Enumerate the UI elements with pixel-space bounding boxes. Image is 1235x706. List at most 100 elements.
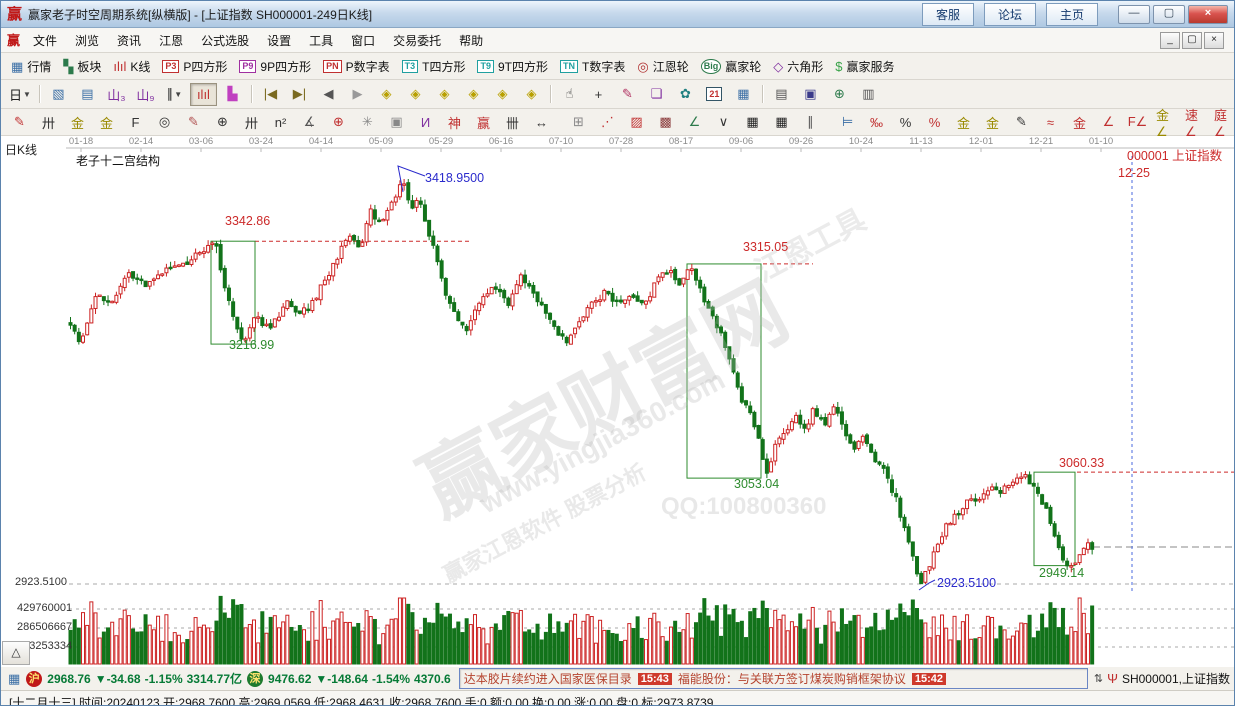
mdi-minimize-button[interactable]: _ <box>1160 31 1180 49</box>
forum-button[interactable]: 论坛 <box>983 2 1036 26</box>
winner-service-button[interactable]: $ 赢家服务 <box>829 56 900 77</box>
square-spiral-icon[interactable]: ▣ <box>383 111 410 134</box>
gold-levels-icon[interactable]: 金 <box>979 111 1006 134</box>
candle-style-selector[interactable]: ∥ ▼ <box>161 83 188 106</box>
ticker-scroll-spinner[interactable]: ⇅ <box>1093 673 1104 685</box>
menu-item-2[interactable]: 浏览 <box>75 33 100 48</box>
expand-x-icon[interactable]: ◈ <box>402 83 429 106</box>
percent-icon[interactable]: % <box>892 111 919 134</box>
kline-chart-area[interactable]: 赢家财富网 江恩工具 www.yingjia360.com 赢家江恩软件 股票分析 QQ… <box>1 136 1235 666</box>
hatch-box-icon[interactable]: ▩ <box>652 111 679 134</box>
spiral-icon[interactable]: ◎ <box>151 111 178 134</box>
zigzag-icon[interactable]: ∨ <box>710 111 737 134</box>
price-ladder-icon[interactable]: ⊨ <box>834 111 861 134</box>
fibonacci-icon[interactable]: F <box>122 111 149 134</box>
count-ruler-icon[interactable]: 卌 <box>499 111 526 134</box>
menu-item-8[interactable]: 窗口 <box>351 33 376 48</box>
winner-wheel-button[interactable]: Big 赢家轮 <box>695 56 768 77</box>
angle-ting-icon[interactable]: 庭∠ <box>1211 108 1234 139</box>
width-measure-icon[interactable]: ↔ <box>528 111 555 134</box>
grid-dark2-icon[interactable]: ▦ <box>768 111 795 134</box>
gold-grid-icon[interactable]: 金 <box>64 111 91 134</box>
gann-wheel-button[interactable]: ◎ 江恩轮 <box>631 56 694 77</box>
news-item-1[interactable]: 达本胶片续约进入国家医保目录 <box>463 672 632 686</box>
homepage-button[interactable]: 主页 <box>1045 2 1098 26</box>
radiate-lines-icon[interactable]: ⋰ <box>594 111 621 134</box>
angle-su-icon[interactable]: 速∠ <box>1182 108 1209 139</box>
annotate-icon[interactable]: ✎ <box>614 83 641 106</box>
angle-f-icon[interactable]: F∠ <box>1124 111 1151 134</box>
calculator-icon[interactable]: ▦ <box>730 83 757 106</box>
news-ticker[interactable]: 达本胶片续约进入国家医保目录 15:43 福能股份：与关联方签订煤炭购销框架协议 15… <box>458 668 1088 689</box>
prev-page-icon[interactable]: ◀ <box>315 83 342 106</box>
color-histogram-icon[interactable]: ▙ <box>219 83 246 106</box>
p-square-button[interactable]: P3 P四方形 <box>156 56 233 77</box>
t-square-button[interactable]: T3 T四方形 <box>396 56 472 77</box>
jump-start-icon[interactable]: |◀ <box>257 83 284 106</box>
9p-square-button[interactable]: P9 9P四方形 <box>233 56 317 77</box>
menu-item-6[interactable]: 设置 <box>267 33 292 48</box>
parallel-lines-icon[interactable]: ∥ <box>797 111 824 134</box>
brush-icon[interactable]: ✎ <box>1008 111 1035 134</box>
percent-lines-icon[interactable]: % <box>921 111 948 134</box>
t-digit-table-button[interactable]: TN T数字表 <box>554 56 631 77</box>
notes-icon[interactable]: ▤ <box>768 83 795 106</box>
minimize-button[interactable]: — <box>1118 4 1150 24</box>
expand-y-icon[interactable]: ◈ <box>489 83 516 106</box>
wave-mark-icon[interactable]: И <box>412 111 439 134</box>
pattern-icon[interactable]: ✿ <box>672 83 699 106</box>
gold-line-icon[interactable]: 金 <box>1066 111 1093 134</box>
menu-item-3[interactable]: 资讯 <box>117 33 142 48</box>
print-icon[interactable]: ▥ <box>855 83 882 106</box>
expand-volume-button[interactable]: △ <box>2 641 30 665</box>
shen-tool-icon[interactable]: 神 <box>441 111 468 134</box>
pen-tool-icon[interactable]: ✎ <box>6 111 33 134</box>
calendar-icon[interactable]: 21 <box>701 83 728 106</box>
box-tool-icon[interactable]: ⊞ <box>565 111 592 134</box>
zoom-view-icon[interactable]: ▧ <box>45 83 72 106</box>
chart3-icon[interactable]: 山₃ <box>103 83 130 106</box>
menu-item-5[interactable]: 公式选股 <box>201 33 250 48</box>
time-grid-icon[interactable]: 卅 <box>35 111 62 134</box>
save-icon[interactable]: ▣ <box>797 83 824 106</box>
percent-zone-icon[interactable]: ‰ <box>863 111 890 134</box>
mdi-restore-button[interactable]: ▢ <box>1182 31 1202 49</box>
candlestick-chart[interactable]: 01-18 02-14 03-06 03-24 04-14 05-09 05-29 06-16… <box>1 136 1235 666</box>
square-nine-icon[interactable]: n² <box>267 111 294 134</box>
stamp-icon[interactable]: ❏ <box>643 83 670 106</box>
shrink-x-icon[interactable]: ◈ <box>373 83 400 106</box>
customer-service-button[interactable]: 客服 <box>921 2 974 26</box>
ray-star-icon[interactable]: ✳ <box>354 111 381 134</box>
gann-circle-icon[interactable]: ⊕ <box>325 111 352 134</box>
shrink-both-icon[interactable]: ◈ <box>460 83 487 106</box>
network-icon[interactable]: ⊕ <box>826 83 853 106</box>
info-list-icon[interactable]: ▤ <box>74 83 101 106</box>
period-selector[interactable]: 日 ▼ <box>6 83 34 106</box>
mdi-close-button[interactable]: × <box>1204 31 1224 49</box>
shaded-box-icon[interactable]: ▨ <box>623 111 650 134</box>
jump-end-icon[interactable]: ▶| <box>286 83 313 106</box>
angle-ruler-icon[interactable]: ∡ <box>296 111 323 134</box>
sector-button[interactable]: ▚ 板块 <box>57 56 107 77</box>
menu-item-9[interactable]: 交易委托 <box>393 33 442 48</box>
menu-item-4[interactable]: 江恩 <box>159 33 184 48</box>
cycle-circle-icon[interactable]: ⊕ <box>209 111 236 134</box>
crosshair-icon[interactable]: + <box>585 83 612 106</box>
close-button[interactable]: × <box>1188 4 1228 24</box>
hand-tool-icon[interactable]: ☝ <box>556 83 583 106</box>
kline-button[interactable]: ılıl K线 <box>107 56 156 77</box>
menu-item-7[interactable]: 工具 <box>309 33 334 48</box>
gold-grid2-icon[interactable]: 金 <box>93 111 120 134</box>
grid-dark-icon[interactable]: ▦ <box>739 111 766 134</box>
kline-mode-icon[interactable]: ılıl <box>189 82 217 106</box>
expand-both-icon[interactable]: ◈ <box>431 83 458 106</box>
gold-circle-icon[interactable]: 金 <box>950 111 977 134</box>
price-grid-icon[interactable]: 卅 <box>238 111 265 134</box>
ying-tool-icon[interactable]: 赢 <box>470 111 497 134</box>
hexagon-button[interactable]: ◇ 六角形 <box>767 56 829 77</box>
trend-fan-icon[interactable]: ∠ <box>681 111 708 134</box>
market-summary-icon[interactable]: ▦ <box>8 670 21 686</box>
9t-square-button[interactable]: T9 9T四方形 <box>471 56 554 77</box>
menu-item-1[interactable]: 文件 <box>33 33 58 48</box>
angle-gold-icon[interactable]: 金∠ <box>1153 108 1180 139</box>
